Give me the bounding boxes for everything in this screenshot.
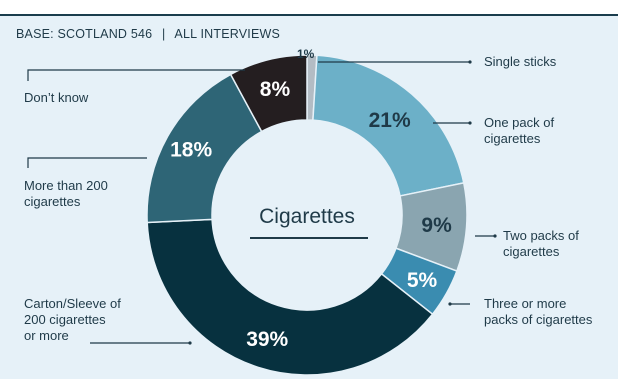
leader-dot [493,234,497,238]
leader-line [27,69,245,81]
donut-slice [146,218,434,376]
percentage-label: 9% [421,214,452,237]
percentage-label: 1% [297,47,315,61]
leader-dot [188,341,192,345]
donut-slice [229,54,308,133]
leader-line [27,157,147,168]
category-label-line: packs of cigarettes [484,312,593,327]
center-label: Cigarettes [259,205,355,228]
percentage-label: 21% [369,109,411,132]
percentage-label: 8% [260,78,291,101]
category-label: Don’t know [24,90,89,105]
category-label: One pack of cigarettes [484,115,554,146]
leader-dot [468,121,472,125]
donut-slices [146,54,468,376]
category-label-line: Single sticks [484,54,557,69]
leader-dot [448,302,452,306]
category-label-line: or more [24,328,69,343]
base-label: BASE: SCOTLAND 546 | ALL INTERVIEWS [16,27,280,41]
top-rule [0,14,618,16]
category-label-line: cigarettes [24,194,81,209]
category-label-line: Carton/Sleeve of [24,296,121,311]
percentage-label: 39% [246,328,288,351]
leader-lines [27,60,497,345]
percentage-label: 5% [407,269,438,292]
percentage-label: 18% [170,139,212,162]
category-label-line: More than 200 [24,178,108,193]
category-label-line: cigarettes [503,244,560,259]
category-label: Three or more packs of cigarettes [484,296,593,327]
category-label: Carton/Sleeve of 200 cigarettes or more [24,296,121,343]
category-label: Single sticks [484,54,557,69]
base-label-separator: | [162,27,165,41]
category-label: Two packs of cigarettes [503,228,579,259]
percentage-labels: 1% 21% 9% 5% 39% 18% 8% [170,47,452,351]
base-label-scope: ALL INTERVIEWS [174,27,280,41]
leader-dot [468,60,472,64]
category-label-line: 200 cigarettes [24,312,106,327]
category-label-line: cigarettes [484,131,541,146]
category-label-line: Two packs of [503,228,579,243]
category-label: More than 200 cigarettes [24,178,108,209]
category-label-line: Three or more [484,296,566,311]
base-label-sample: BASE: SCOTLAND 546 [16,27,152,41]
top-bar [0,0,618,14]
category-label-line: Don’t know [24,90,89,105]
category-label-line: One pack of [484,115,554,130]
